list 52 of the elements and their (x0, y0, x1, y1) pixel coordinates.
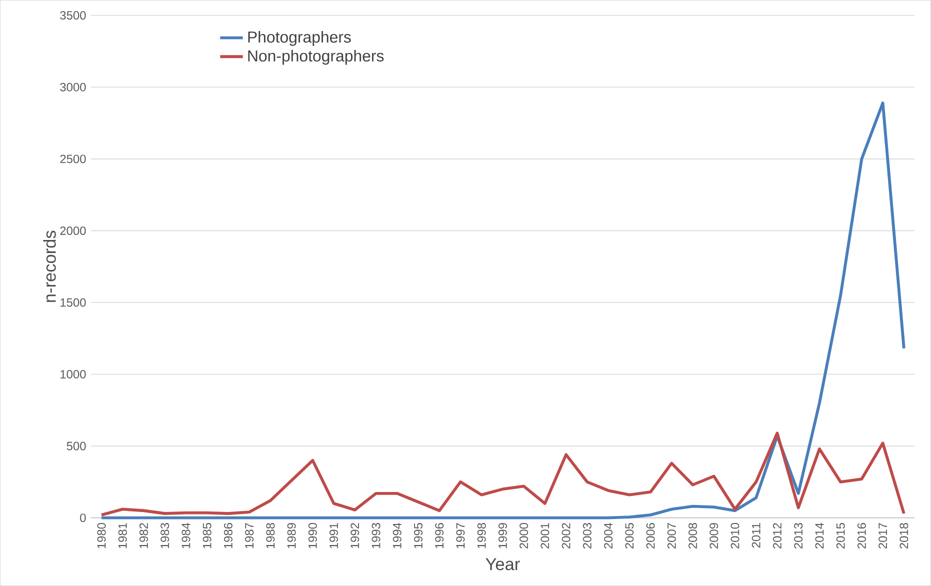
x-tick-label: 2016 (857, 523, 866, 548)
x-tick-label: 2013 (794, 523, 803, 548)
x-tick-label: 2017 (878, 523, 888, 548)
x-tick-label: 1994 (392, 522, 402, 548)
y-tick-label: 3500 (60, 11, 86, 20)
legend-label: Photographers (248, 30, 351, 46)
x-tick-label: 2018 (900, 523, 908, 548)
line-series (100, 432, 906, 516)
x-tick-label: 2007 (667, 523, 676, 548)
x-tick-label: 1984 (182, 522, 190, 548)
x-tick-label: 1983 (160, 523, 170, 548)
x-tick-label: 2015 (836, 522, 845, 548)
x-tick-label: 1986 (224, 523, 232, 548)
y-axis-title: n-records (43, 230, 56, 302)
x-tick-label: 2002 (562, 523, 570, 548)
y-tick-label: 2500 (60, 154, 86, 164)
x-tick-label: 1989 (287, 523, 296, 548)
y-tick-label: 1000 (60, 370, 86, 378)
x-tick-label: 2012 (772, 523, 782, 548)
x-tick-label: 1981 (118, 523, 127, 548)
x-tick-label: 1985 (202, 522, 212, 548)
x-tick-label: 2005 (625, 522, 634, 548)
x-tick-label: 1991 (330, 523, 338, 548)
x-tick-label: 2008 (688, 523, 697, 548)
y-tick-label: 0 (80, 514, 86, 522)
x-tick-label: 2000 (520, 522, 528, 548)
x-tick-label: 2011 (752, 523, 760, 548)
x-tick-label: 1987 (245, 523, 254, 548)
y-tick-label: 500 (66, 442, 86, 450)
y-tick-label: 2000 (60, 226, 86, 235)
x-tick-label: 1996 (435, 523, 444, 548)
x-tick-label: 1982 (139, 523, 148, 548)
x-tick-label: 1997 (456, 523, 465, 548)
x-tick-label: 1998 (477, 523, 486, 548)
x-tick-label: 1992 (350, 523, 360, 548)
x-tick-label: 1993 (372, 523, 380, 548)
x-tick-label: 1995 (414, 522, 422, 548)
x-tick-label: 1988 (266, 523, 275, 548)
x-tick-label: 2001 (540, 523, 550, 548)
x-tick-label: 2004 (604, 522, 613, 548)
x-tick-label: 1980 (97, 522, 106, 548)
x-tick-label: 2006 (646, 523, 655, 548)
x-tick-label: 1999 (498, 523, 507, 548)
x-tick-label: 1990 (308, 522, 317, 548)
x-tick-label: 2003 (582, 523, 592, 548)
y-tick-label: 3000 (60, 82, 86, 92)
x-tick-label: 2009 (710, 523, 718, 548)
legend-label: Non-photographers (248, 50, 384, 65)
x-axis-title: Year (486, 558, 520, 570)
x-tick-label: 2010 (730, 522, 740, 548)
y-tick-label: 1500 (60, 298, 86, 307)
x-tick-label: 2014 (815, 522, 824, 548)
